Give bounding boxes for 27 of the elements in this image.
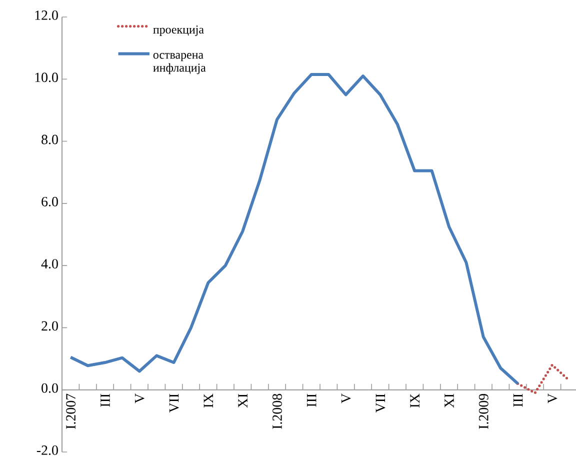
x-tick-label: VII: [169, 394, 179, 413]
x-tick-label: I.2009: [478, 394, 488, 429]
y-tick-label: 8.0: [42, 134, 58, 144]
x-tick-label: XI: [444, 394, 454, 408]
x-tick-label: VII: [376, 394, 386, 413]
y-tick-label: 4.0: [41, 259, 58, 269]
y-tick-label: 10.0: [35, 72, 58, 82]
x-tick-label: IX: [410, 394, 420, 408]
x-tick-label: III: [100, 394, 110, 407]
x-tick-label: I.2008: [272, 394, 282, 429]
x-tick-label: V: [135, 394, 144, 404]
x-tick-label: XI: [238, 394, 248, 408]
line-series: [69, 72, 520, 386]
x-tick-label: IX: [204, 394, 213, 408]
x-tick-label: V: [548, 394, 558, 404]
y-tick-label: 6.0: [42, 196, 58, 206]
x-tick-label: I.2007: [66, 394, 76, 429]
legend-label: остварена инфлација: [153, 53, 206, 74]
y-tick-label: 12.0: [35, 10, 58, 20]
line-series: [516, 364, 571, 394]
x-tick-label: III: [307, 394, 316, 407]
legend-label: проекција: [153, 26, 204, 36]
y-tick-label: 0.0: [42, 383, 58, 393]
y-tick-label: 2.0: [42, 321, 58, 331]
x-tick-label: V: [341, 394, 351, 404]
x-tick-label: III: [513, 394, 523, 407]
y-tick-label: -2.0: [36, 446, 58, 455]
